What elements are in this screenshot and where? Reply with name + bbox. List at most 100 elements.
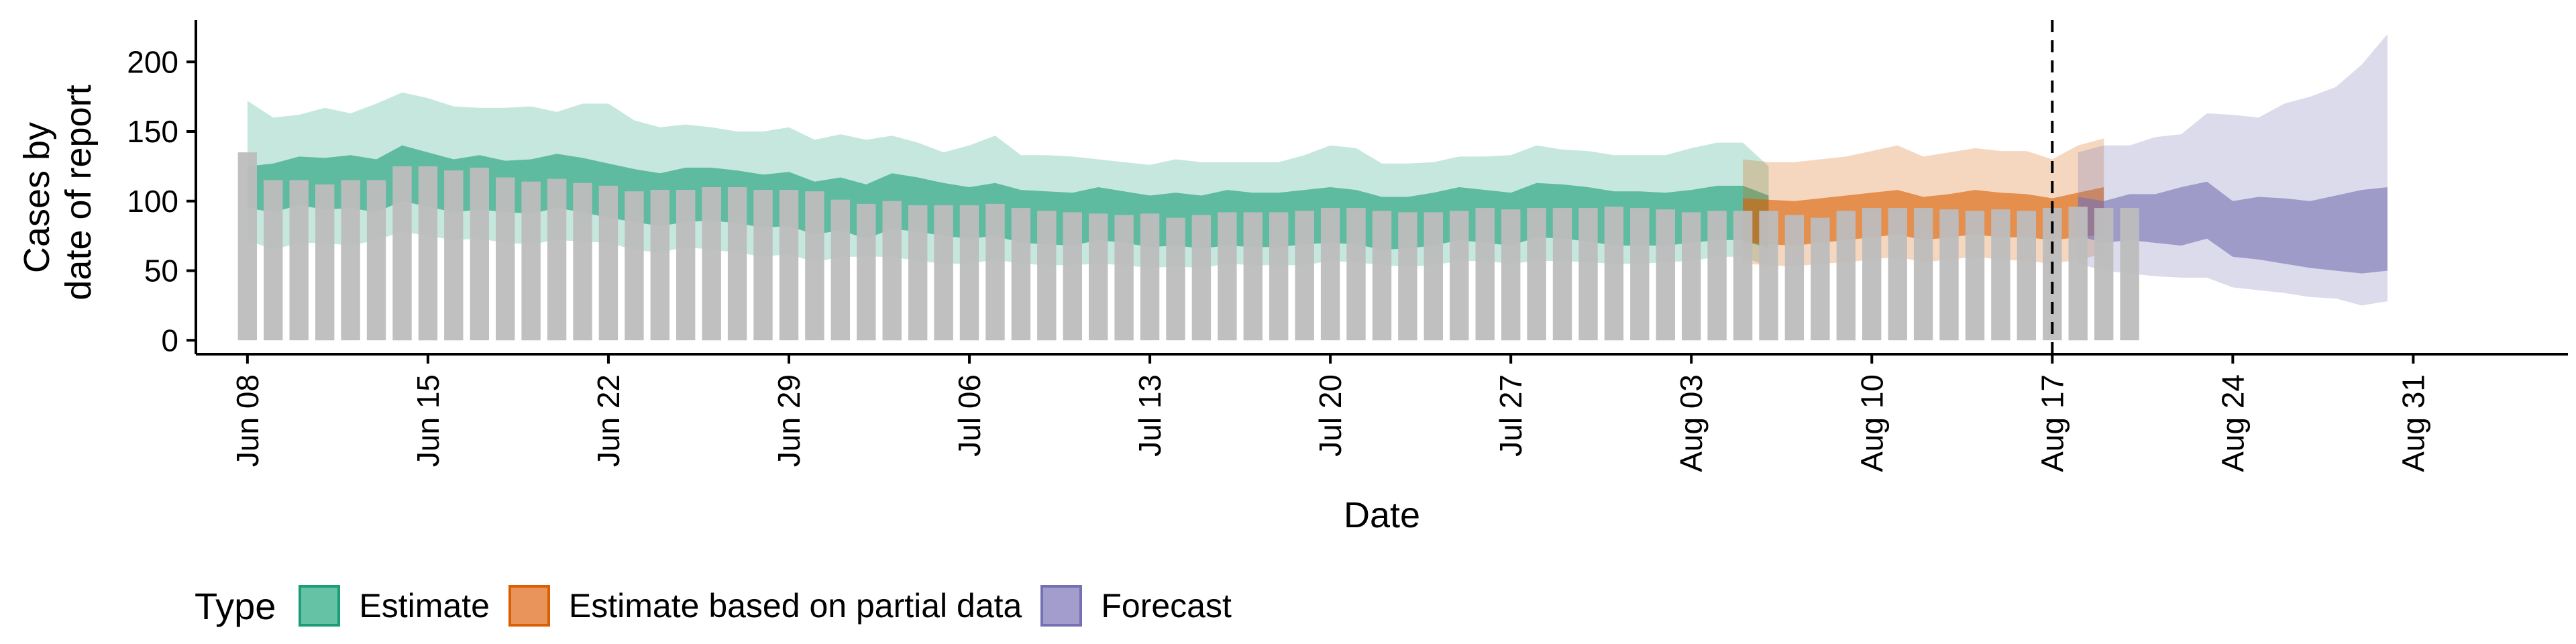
x-axis-title: Date bbox=[1344, 495, 1420, 535]
reported-case-bar bbox=[1011, 208, 1031, 341]
reported-case-bar bbox=[1243, 212, 1263, 341]
reported-case-bar bbox=[2068, 207, 2088, 341]
legend-title: Type bbox=[195, 584, 276, 627]
legend-swatch-forecast bbox=[1040, 585, 1083, 627]
legend-item-partial-estimate: Estimate based on partial data bbox=[508, 585, 1022, 627]
reported-case-bar bbox=[1501, 209, 1521, 341]
reported-case-bar bbox=[985, 203, 1005, 341]
legend: Type Estimate Estimate based on partial … bbox=[195, 576, 1250, 636]
reported-case-bar bbox=[1759, 211, 1778, 341]
y-axis-title: Cases by date of report bbox=[17, 85, 99, 300]
reported-case-bar bbox=[1965, 211, 1985, 341]
legend-swatch-estimate bbox=[299, 585, 341, 627]
reported-case-bar bbox=[650, 190, 669, 341]
x-tick-label: Jun 15 bbox=[411, 374, 445, 467]
reported-case-bar bbox=[625, 191, 644, 341]
reported-case-bar bbox=[521, 181, 541, 341]
reported-case-bar bbox=[289, 180, 309, 341]
reported-case-bar bbox=[1191, 215, 1212, 341]
reported-case-bar bbox=[264, 180, 283, 341]
x-tick-label: Jul 06 bbox=[952, 374, 987, 457]
reported-case-bar bbox=[1811, 217, 1830, 341]
reported-case-bar bbox=[1475, 208, 1495, 341]
legend-item-forecast: Forecast bbox=[1040, 585, 1232, 627]
y-tick-label: 200 bbox=[127, 44, 178, 79]
reported-case-bar bbox=[1269, 212, 1289, 341]
x-tick-label: Aug 24 bbox=[2215, 374, 2250, 472]
reported-case-bar bbox=[1578, 208, 1598, 341]
reported-case-bar bbox=[676, 190, 696, 341]
reported-case-bars bbox=[237, 152, 2139, 341]
estimate-bands bbox=[247, 34, 2387, 306]
reported-case-bar bbox=[1991, 209, 2010, 341]
y-tick-label: 100 bbox=[127, 184, 178, 219]
reported-case-bar bbox=[1552, 208, 1572, 341]
reported-case-bar bbox=[2094, 208, 2114, 341]
y-tick-label: 0 bbox=[161, 323, 178, 358]
reported-case-bar bbox=[908, 205, 928, 341]
reported-case-bar bbox=[1114, 215, 1134, 341]
x-tick-label: Jul 27 bbox=[1493, 374, 1528, 457]
x-tick-label: Jun 22 bbox=[591, 374, 626, 467]
reported-case-bar bbox=[573, 182, 592, 341]
reported-case-bar bbox=[1939, 209, 1959, 341]
reported-case-bar bbox=[1037, 211, 1057, 341]
y-tick-label: 50 bbox=[144, 254, 178, 288]
legend-label-estimate: Estimate bbox=[359, 587, 490, 625]
reported-case-bar bbox=[366, 180, 386, 341]
reported-case-bar bbox=[2120, 208, 2139, 341]
reported-case-bar bbox=[934, 205, 953, 341]
reported-case-bar bbox=[1140, 213, 1160, 341]
reported-case-bar bbox=[1656, 209, 1675, 341]
reported-case-bar bbox=[470, 167, 489, 341]
reported-case-bar bbox=[1424, 212, 1443, 341]
legend-item-estimate: Estimate bbox=[299, 585, 490, 627]
reported-case-bar bbox=[1398, 212, 1417, 341]
reported-case-bar bbox=[1063, 212, 1082, 341]
x-tick-label: Jun 08 bbox=[230, 374, 265, 467]
reported-case-bar bbox=[418, 166, 438, 341]
reported-case-bar bbox=[702, 187, 721, 341]
reported-case-bar bbox=[1682, 212, 1701, 341]
reported-case-bar bbox=[1836, 211, 1856, 341]
y-tick-label: 150 bbox=[127, 114, 178, 149]
y-axis-title-line-2: date of report bbox=[58, 85, 99, 300]
reported-case-bar bbox=[1604, 207, 1624, 341]
y-axis-title-line-1: Cases by bbox=[17, 122, 57, 273]
reported-case-bar bbox=[444, 170, 464, 341]
reported-case-bar bbox=[1089, 213, 1108, 341]
reported-case-bar bbox=[830, 199, 850, 341]
reported-case-bar bbox=[1372, 211, 1392, 341]
legend-swatch-partial-estimate bbox=[508, 585, 550, 627]
reported-case-bar bbox=[857, 203, 876, 341]
reported-case-bar bbox=[315, 184, 335, 341]
x-tick-label: Aug 31 bbox=[2396, 374, 2430, 472]
reported-case-bar bbox=[598, 185, 619, 341]
reported-case-bar bbox=[1888, 208, 1907, 341]
legend-label-forecast: Forecast bbox=[1101, 587, 1232, 625]
reported-case-bar bbox=[727, 187, 747, 341]
x-tick-label: Jul 13 bbox=[1132, 374, 1167, 457]
x-tick-label: Aug 10 bbox=[1854, 374, 1889, 472]
reported-case-bar bbox=[1166, 217, 1185, 341]
reported-case-bar bbox=[341, 180, 360, 341]
reported-case-bar bbox=[1346, 208, 1366, 341]
reported-case-bar bbox=[1527, 208, 1546, 341]
reported-case-bar bbox=[1450, 211, 1469, 341]
x-tick-label: Aug 17 bbox=[2035, 374, 2070, 472]
legend-label-partial-estimate: Estimate based on partial data bbox=[568, 587, 1022, 625]
reported-case-bar bbox=[496, 177, 515, 341]
reported-case-bar bbox=[1630, 208, 1650, 341]
reported-case-bar bbox=[779, 190, 799, 341]
reported-case-bar bbox=[805, 191, 824, 341]
reported-case-bar bbox=[547, 178, 567, 341]
reported-case-bar bbox=[1733, 211, 1753, 341]
reported-case-bar bbox=[753, 190, 773, 341]
x-tick-label: Aug 03 bbox=[1674, 374, 1709, 472]
reported-case-bar bbox=[392, 166, 412, 341]
reported-case-bar bbox=[1862, 208, 1882, 341]
reported-case-bar bbox=[1320, 208, 1340, 341]
reported-case-bar bbox=[1295, 211, 1314, 341]
reported-case-bar bbox=[882, 201, 902, 341]
